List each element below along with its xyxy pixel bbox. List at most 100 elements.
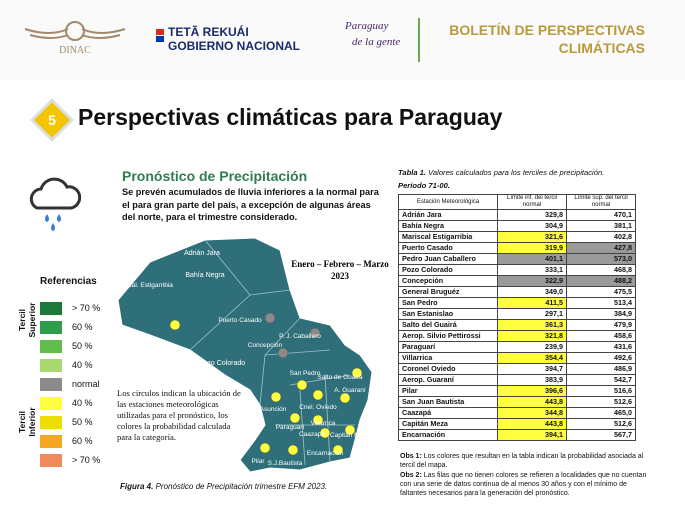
station-label: S.J.Bautista [268,460,303,467]
value-cell: 513,4 [566,297,636,309]
caption-label: Figura 4. [120,482,154,491]
station-dot [296,379,308,391]
station-dot [169,319,181,331]
figure-caption: Figura 4. Pronóstico de Precipitación tr… [120,482,327,491]
map: Enero – Febrero – Marzo 2023 Adrián Jara… [117,237,389,473]
legend-label: 50 % [72,417,93,427]
value-cell: 383,9 [497,374,567,386]
station-dot [312,414,324,426]
table-row: Adrián Jara 329,8 470,1 [398,209,636,221]
legend-label: > 70 % [72,455,101,465]
table-row: Salto del Guairá 361,3 479,9 [398,319,636,331]
legend-swatch [40,397,62,410]
value-cell: 492,6 [566,352,636,364]
gov-line: GOBIERNO NACIONAL [168,39,300,53]
legend-label: normal [72,379,100,389]
legend-label: > 70 % [72,303,101,313]
rain-icon [29,177,82,231]
station-cell: Paraguarí [398,341,498,353]
value-cell: 431,6 [566,341,636,353]
header [0,0,685,80]
station-dot [312,389,324,401]
value-cell: 465,0 [566,407,636,419]
station-cell: Coronel Oviedo [398,363,498,375]
station-cell: San Pedro [398,297,498,309]
station-label: Mcal. Estigarribia [123,282,173,289]
legend-swatch [40,454,62,467]
station-dot [264,312,276,324]
note-label: Obs 1: [400,453,422,460]
station-dot [332,444,344,456]
station-label: Encarnación [307,450,344,457]
table-period: Período 71-00. [398,181,450,190]
legend-swatch [40,302,62,315]
value-cell: 361,3 [497,319,567,331]
value-cell: 239,9 [497,341,567,353]
value-cell: 381,1 [566,220,636,232]
value-cell: 384,9 [566,308,636,320]
station-dot [277,347,289,359]
station-label: Capitán Meza [330,432,370,439]
station-dot [289,412,301,424]
value-cell: 333,1 [497,264,567,276]
station-cell: San Estanislao [398,308,498,320]
station-cell: Capitán Meza [398,418,498,430]
table-row: Caazapá 344,8 465,0 [398,407,636,419]
section-title: Perspectivas climáticas para Paraguay [78,104,503,130]
legend-label: 40 % [72,360,93,370]
table-header: Estación Meteorológica [398,194,498,210]
section-number: 5 [48,112,56,128]
station-cell: Pozo Colorado [398,264,498,276]
station-cell: Bahía Negra [398,220,498,232]
value-cell: 396,6 [497,385,567,397]
value-cell: 512,6 [566,418,636,430]
value-cell: 427,8 [566,242,636,254]
map-note: Los círculos indican la ubicación de las… [117,388,247,443]
station-cell: Puerto Casado [398,242,498,254]
bulletin-title: BOLETÍN DE PERSPECTIVAS [449,22,645,38]
map-period: Enero – Febrero – Marzo [291,259,389,269]
table-row: San Juan Bautista 443,8 512,6 [398,396,636,408]
table-row: San Estanislao 297,1 384,9 [398,308,636,320]
value-cell: 322,9 [497,275,567,287]
station-dot [270,391,282,403]
value-cell: 319,9 [497,242,567,254]
logo-text: DINAC [59,45,91,56]
table-row: Pilar 396,6 516,6 [398,385,636,397]
flag [156,36,164,42]
bulletin-title: CLIMÁTICAS [558,40,645,56]
station-label: Puerto Casado [218,317,262,324]
value-cell: 458,6 [566,330,636,342]
station-label: Villarrica [311,420,336,427]
forecast-description: Se prevén acumulados de lluvia inferiore… [122,187,379,222]
table-row: Villarrica 354,4 492,6 [398,352,636,364]
note: Obs 2: Las filas que no tienen colores s… [400,471,655,498]
station-cell: Aerop. Guaraní [398,374,498,386]
value-cell: 479,9 [566,319,636,331]
legend-label: 40 % [72,398,93,408]
map-label: Adrián Jara [184,250,220,257]
value-cell: 443,8 [497,396,567,408]
station-cell: Adrián Jara [398,209,498,221]
value-cell: 411,5 [497,297,567,309]
station-cell: San Juan Bautista [398,396,498,408]
table-row: General Bruguéz 349,0 475,5 [398,286,636,298]
slogan: de la gente [352,36,401,48]
value-cell: 401,1 [497,253,567,265]
value-cell: 344,8 [497,407,567,419]
station-label: Paraguarí [276,424,305,431]
station-dot [319,427,331,439]
legend-group-label: Tercil Inferior [17,407,37,437]
table-row: Aerop. Silvio Pettirossi 321,8 458,6 [398,330,636,342]
legend-label: 60 % [72,322,93,332]
legend-title: Referencias [40,276,97,287]
value-cell: 542,7 [566,374,636,386]
station-cell: Pilar [398,385,498,397]
table-row: Concepción 322,9 488,2 [398,275,636,287]
value-cell: 573,0 [566,253,636,265]
station-cell: Encarnación [398,429,498,441]
station-dot [287,444,299,456]
legend-swatch [40,359,62,372]
note: Obs 1: Los colores que resultan en la ta… [400,452,655,470]
